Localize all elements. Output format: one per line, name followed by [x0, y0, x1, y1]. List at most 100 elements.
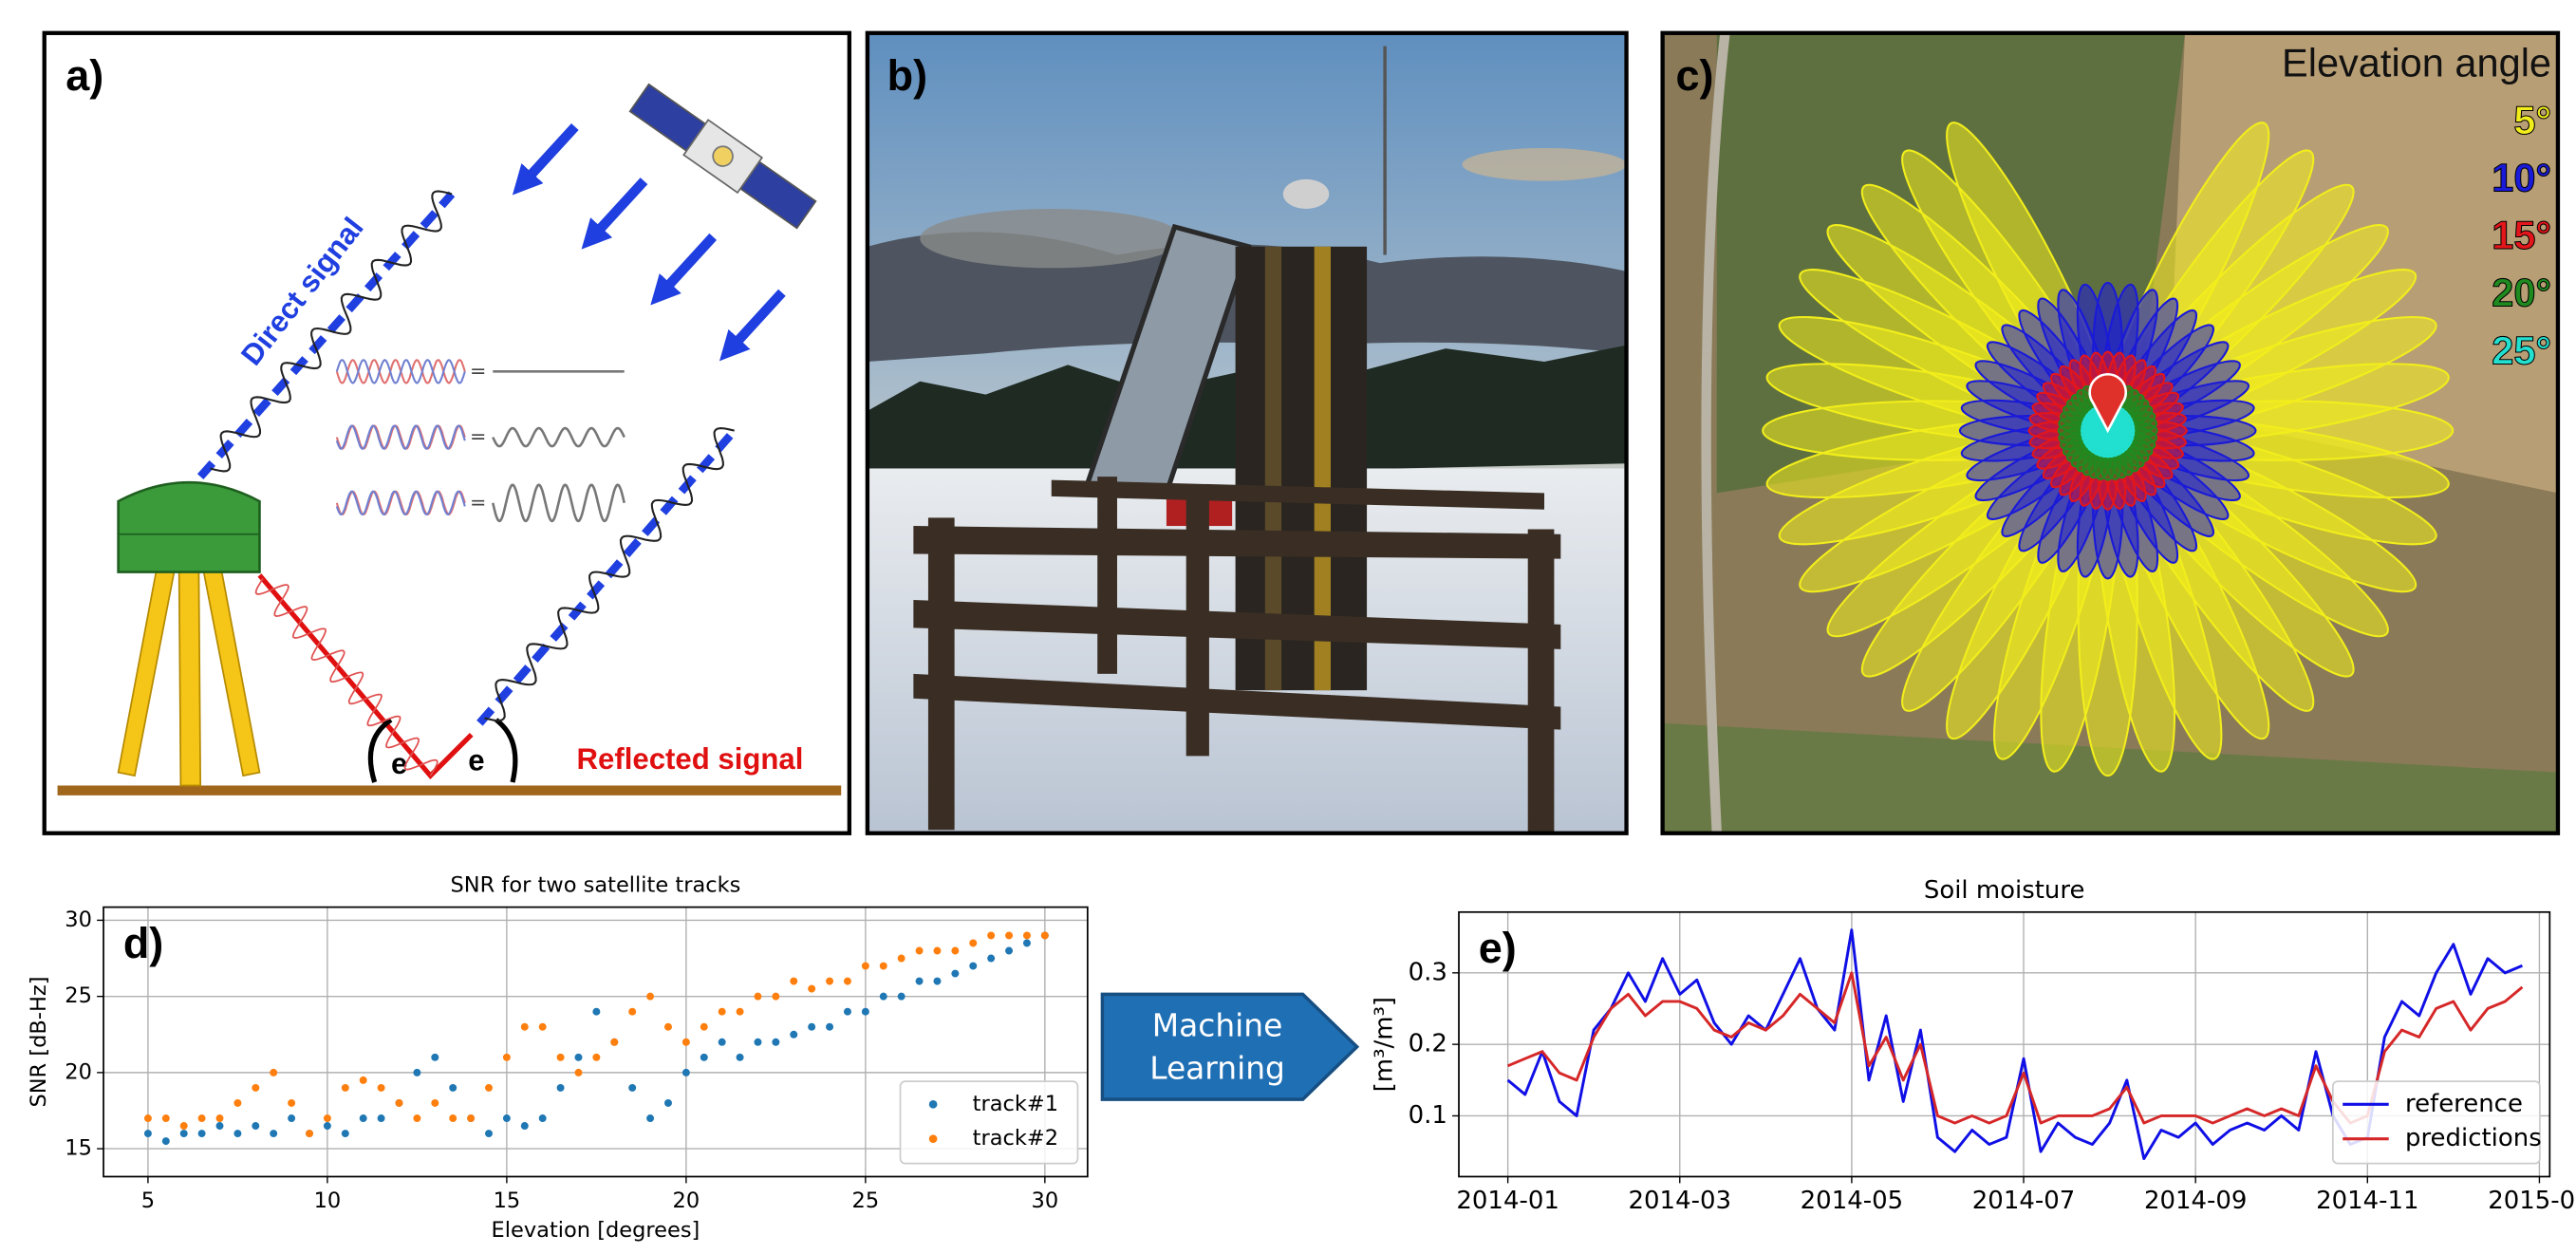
point: [413, 1069, 420, 1076]
panel-label: d): [123, 919, 163, 967]
legend-title: Elevation angle: [2282, 40, 2551, 84]
point: [754, 1039, 761, 1046]
point: [933, 947, 941, 955]
point: [503, 1054, 511, 1061]
point: [737, 1008, 744, 1016]
point: [898, 955, 905, 963]
equals: =: [470, 491, 486, 514]
point: [396, 1099, 403, 1107]
reflected-label: Reflected signal: [577, 742, 804, 776]
x-tick-label: 30: [1032, 1188, 1059, 1213]
x-tick-label: 2015-01: [2488, 1187, 2576, 1215]
point: [826, 1023, 833, 1031]
point: [288, 1114, 295, 1122]
point: [485, 1130, 493, 1137]
point: [162, 1114, 170, 1122]
point: [431, 1099, 439, 1107]
point: [862, 963, 869, 970]
panel-b-photo-part: [920, 209, 1183, 268]
point: [252, 1122, 259, 1130]
point: [987, 955, 995, 963]
point: [360, 1076, 367, 1084]
point: [521, 1122, 529, 1130]
y-tick-label: 15: [65, 1136, 92, 1161]
point: [449, 1114, 457, 1122]
point: [162, 1137, 170, 1145]
y-tick-label: 20: [65, 1059, 92, 1084]
point: [933, 978, 941, 985]
point: [557, 1084, 565, 1092]
point: [844, 978, 851, 985]
y-axis-label: [m³/m³]: [1371, 997, 1399, 1092]
point: [539, 1023, 547, 1031]
y-tick-label: 25: [65, 983, 92, 1008]
point: [646, 1114, 654, 1122]
point: [862, 1008, 869, 1016]
point: [557, 1054, 565, 1061]
panel-label: e): [1479, 924, 1517, 972]
point: [951, 970, 959, 978]
point: [1005, 931, 1013, 939]
legend-label: reference: [2405, 1090, 2523, 1118]
point: [737, 1054, 744, 1061]
point: [1023, 931, 1031, 939]
point: [378, 1084, 385, 1092]
point: [664, 1023, 672, 1031]
panel-b-photo-part-part: [1528, 530, 1555, 833]
legend-entry: 25°: [2492, 328, 2551, 372]
point: [216, 1114, 224, 1122]
panel-label: b): [887, 51, 927, 100]
equals: =: [470, 359, 486, 382]
point: [342, 1130, 349, 1137]
point: [216, 1122, 224, 1130]
figure: e e Reflected signal Direct signal === a…: [0, 0, 2576, 1254]
legend-label: track#1: [973, 1092, 1058, 1116]
point: [898, 993, 905, 1001]
y-axis-label: SNR [dB-Hz]: [27, 977, 51, 1108]
point: [233, 1099, 241, 1107]
point: [754, 993, 761, 1001]
legend-label: predictions: [2405, 1124, 2542, 1152]
x-tick-label: 2014-09: [2144, 1187, 2247, 1215]
panel-b-photo-part: [1462, 148, 1626, 181]
angle-label: e: [391, 747, 407, 780]
panel-b-photo: b): [868, 33, 1627, 833]
point: [682, 1039, 690, 1046]
page: e e Reflected signal Direct signal === a…: [0, 0, 2576, 1254]
panel-b-photo-part-part: [928, 517, 955, 830]
point: [628, 1084, 636, 1092]
point: [628, 1008, 636, 1016]
panel-c-map: c) Elevation angle 5°10°15°20°25°: [1663, 33, 2558, 833]
x-tick-label: 2014-03: [1629, 1187, 1731, 1215]
point: [719, 1008, 726, 1016]
point: [610, 1039, 618, 1046]
point: [198, 1130, 206, 1137]
legend-marker: [929, 1134, 938, 1143]
x-tick-label: 25: [852, 1188, 880, 1213]
point: [198, 1114, 206, 1122]
x-tick-label: 2014-07: [1972, 1187, 2075, 1215]
point: [969, 963, 977, 970]
point: [592, 1008, 600, 1016]
point: [646, 993, 654, 1001]
tripod-part: [179, 572, 201, 786]
point: [575, 1054, 583, 1061]
point: [1041, 931, 1049, 939]
point: [378, 1114, 385, 1122]
point: [1005, 947, 1013, 955]
point: [324, 1114, 331, 1122]
receiver: [119, 482, 260, 571]
point: [772, 1039, 779, 1046]
y-tick-label: 0.3: [1409, 958, 1447, 986]
panel-b-photo-part: [1283, 179, 1329, 209]
point: [360, 1114, 367, 1122]
point: [808, 1023, 815, 1031]
point: [252, 1084, 259, 1092]
legend-entry: 10°: [2492, 156, 2551, 200]
panel-b-photo-part-part: [1097, 477, 1117, 674]
point: [288, 1099, 295, 1107]
point: [700, 1054, 708, 1061]
y-tick-label: 0.1: [1409, 1101, 1447, 1130]
point: [575, 1069, 583, 1076]
point: [180, 1122, 188, 1130]
